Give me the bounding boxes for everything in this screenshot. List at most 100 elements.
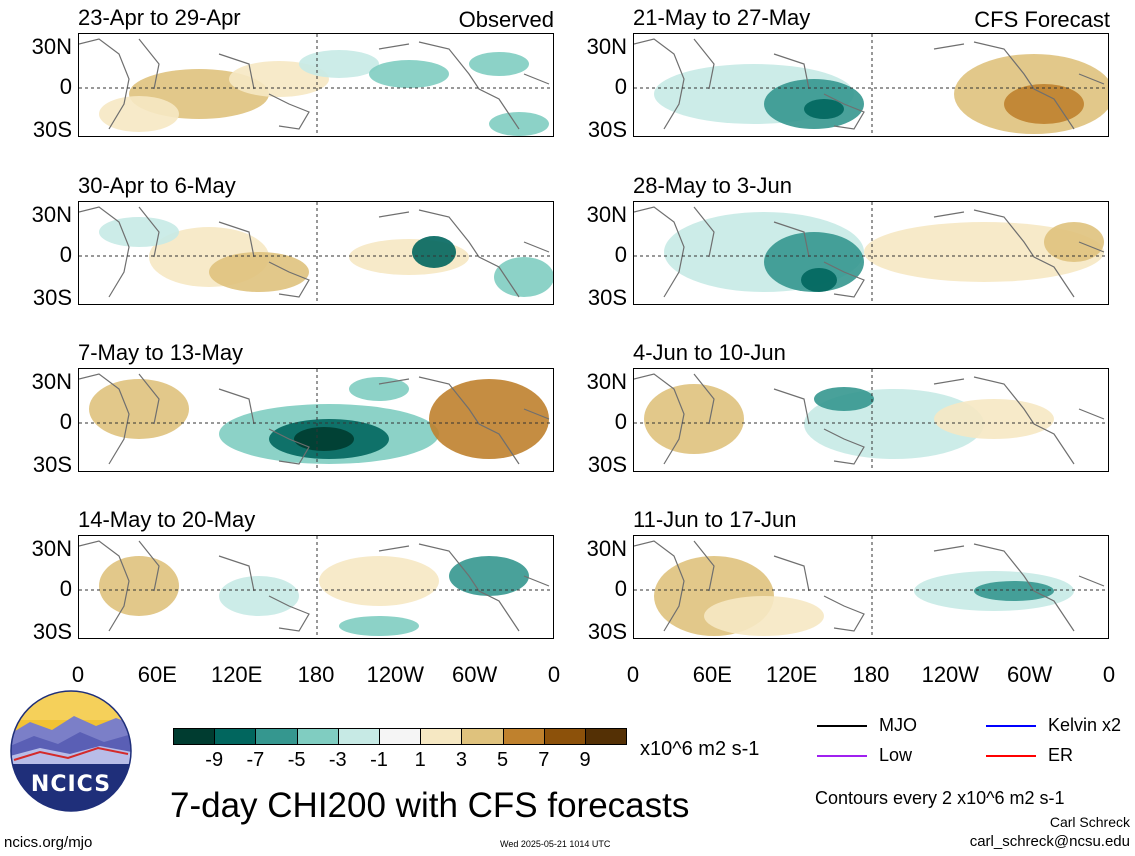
lon-label: 0 <box>71 662 85 687</box>
anomaly-region <box>814 387 874 411</box>
observed-tag: Observed <box>458 7 554 32</box>
anomaly-region <box>219 576 299 616</box>
legend-line <box>986 725 1036 727</box>
colorbar-swatch <box>420 728 463 745</box>
map-field <box>634 34 1108 136</box>
lat-label: 30S <box>32 452 72 477</box>
colorbar-tick-label: 7 <box>538 749 550 771</box>
colorbar-swatch <box>214 728 257 745</box>
anomaly-region <box>429 379 549 459</box>
lat-label: 30N <box>31 202 72 227</box>
lat-label: 0 <box>59 242 72 267</box>
anomaly-region <box>294 427 354 451</box>
lon-label: 120E <box>210 662 263 687</box>
contours-note: Contours every 2 x10^6 m2 s-1 <box>815 788 1065 808</box>
lat-label: 30S <box>32 285 72 310</box>
anomaly-region <box>209 252 309 292</box>
legend-line <box>986 755 1036 757</box>
lat-label: 30N <box>586 369 627 394</box>
timestamp: Wed 2025-05-21 1014 UTC <box>500 839 611 849</box>
lat-label: 30S <box>32 117 72 142</box>
lat-label: 30S <box>587 285 627 310</box>
lon-label: 60E <box>137 662 177 687</box>
map-field <box>79 202 553 304</box>
map-field <box>79 34 553 136</box>
colorbar-tick-label: 3 <box>455 749 467 771</box>
colorbar-swatch <box>296 728 339 745</box>
map-field <box>634 369 1108 471</box>
lat-label: 0 <box>614 409 627 434</box>
anomaly-region <box>764 232 864 292</box>
colorbar-tick-label: 5 <box>497 749 509 771</box>
anomaly-region <box>934 399 1054 439</box>
lat-label: 30N <box>31 536 72 561</box>
colorbar-tick-label: -3 <box>328 749 347 771</box>
colorbar-swatch <box>461 728 504 745</box>
lat-label: 30N <box>586 536 627 561</box>
colorbar-tick-label: -1 <box>370 749 388 771</box>
coastline <box>634 38 1105 130</box>
legend-label: ER <box>1048 745 1074 765</box>
map-panel <box>633 201 1109 305</box>
lat-label: 0 <box>614 74 627 99</box>
map-panel <box>78 33 554 137</box>
lat-label: 0 <box>59 74 72 99</box>
anomaly-region <box>339 616 419 636</box>
coastline <box>634 540 1105 632</box>
lon-label: 120E <box>765 662 818 687</box>
colorbar-swatch <box>543 728 586 745</box>
panel-title: 28-May to 3-Jun <box>633 173 792 198</box>
legend-line <box>817 755 867 757</box>
lat-label: 0 <box>59 576 72 601</box>
anomaly-region <box>99 96 179 132</box>
map-panel <box>633 535 1109 639</box>
anomaly-region <box>864 222 1104 282</box>
lat-label: 30N <box>31 34 72 59</box>
anomaly-region <box>704 596 824 636</box>
anomaly-region <box>349 377 409 401</box>
anomaly-region <box>489 112 549 136</box>
coastline <box>634 206 1105 298</box>
author-name: Carl Schreck <box>1049 814 1130 830</box>
panel-title: 23-Apr to 29-Apr <box>78 5 241 30</box>
panel-title: 14-May to 20-May <box>78 507 256 532</box>
ncics-logo-icon <box>10 690 132 812</box>
colorbar-swatch <box>585 728 628 745</box>
author-email[interactable]: carl_schreck@ncsu.edu <box>969 833 1130 850</box>
lat-label: 30S <box>587 117 627 142</box>
main-title: 7-day CHI200 with CFS forecasts <box>170 786 690 825</box>
legend-label: MJO <box>879 715 917 735</box>
colorbar-tick-label: 1 <box>414 749 426 771</box>
lon-label: 0 <box>547 662 561 687</box>
panel-title: 21-May to 27-May <box>633 5 811 30</box>
anomaly-region <box>1004 84 1084 124</box>
colorbar-swatch <box>173 728 216 745</box>
lon-label: 180 <box>852 662 890 687</box>
anomaly-region <box>369 60 449 88</box>
lat-label: 30S <box>587 619 627 644</box>
map-field <box>634 202 1108 304</box>
lat-label: 30N <box>31 369 72 394</box>
lon-label: 120W <box>366 662 425 687</box>
site-link[interactable]: ncics.org/mjo <box>4 834 93 851</box>
map-panel <box>78 368 554 472</box>
anomaly-region <box>299 50 379 78</box>
lon-label: 60W <box>452 662 498 687</box>
colorbar-units: x10^6 m2 s-1 <box>640 738 760 760</box>
coastline <box>79 373 550 465</box>
anomaly-region <box>1044 222 1104 262</box>
coastline <box>79 206 550 298</box>
anomaly-region <box>974 581 1054 601</box>
map-panel <box>633 368 1109 472</box>
legend-label: Low <box>879 745 913 765</box>
lat-label: 30S <box>587 452 627 477</box>
cfs-forecast-tag: CFS Forecast <box>974 7 1110 32</box>
ncics-logo[interactable]: NCICS <box>10 690 132 812</box>
anomaly-region <box>412 236 456 268</box>
colorbar-tick-label: -5 <box>287 749 306 771</box>
anomaly-region <box>494 257 553 297</box>
colorbar-swatch <box>502 728 545 745</box>
anomaly-region <box>319 556 439 606</box>
panel-title: 7-May to 13-May <box>78 340 244 365</box>
map-panel <box>78 535 554 639</box>
